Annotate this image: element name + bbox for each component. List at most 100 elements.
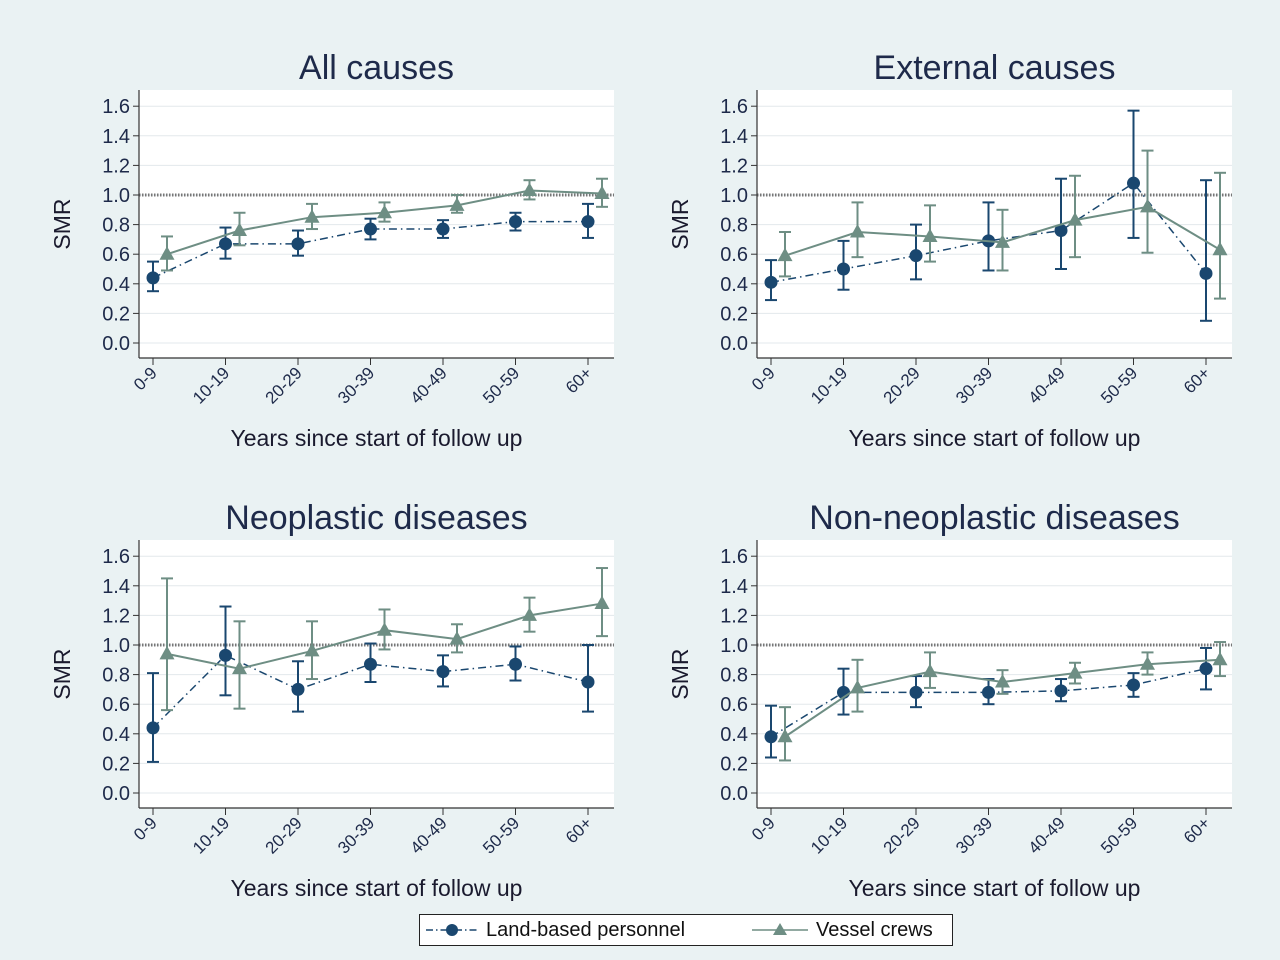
data-point xyxy=(922,663,938,678)
data-point xyxy=(436,665,450,679)
data-point xyxy=(522,182,537,197)
legend-vessel-label: Vessel crews xyxy=(816,918,933,941)
data-point xyxy=(1199,662,1213,676)
data-point xyxy=(509,657,522,671)
series-vessel-crews xyxy=(777,149,1228,300)
x-tick-label: 0-9 xyxy=(130,363,161,394)
data-point xyxy=(764,275,778,289)
series-vessel-crews xyxy=(159,567,610,712)
x-axis-label: Years since start of follow up xyxy=(849,875,1141,901)
data-point xyxy=(304,209,320,223)
y-axis-label: SMR xyxy=(667,648,693,699)
x-tick-label: 30-39 xyxy=(334,363,378,407)
panel-title: Non-neoplastic diseases xyxy=(809,499,1179,537)
data-point xyxy=(364,657,377,671)
x-tick-label: 50-59 xyxy=(479,363,523,407)
data-point xyxy=(219,648,232,662)
y-tick-label: 0.6 xyxy=(102,694,130,716)
y-tick-label: 0.4 xyxy=(720,724,748,746)
y-tick-label: 1.0 xyxy=(720,635,748,657)
panel-4: 0.0 0.2 0.4 0.6 0.8 1.0 1.2 1.4 1.6 0-9 10-19 20-29… xyxy=(667,499,1232,901)
x-tick-label: 40-49 xyxy=(407,363,451,407)
data-point xyxy=(377,622,392,636)
data-point xyxy=(232,660,247,675)
y-axis-label: SMR xyxy=(667,198,693,249)
y-tick-label: 0.0 xyxy=(720,333,748,355)
y-tick-label: 0.2 xyxy=(102,303,130,325)
data-point xyxy=(377,204,392,219)
data-point xyxy=(1140,198,1155,213)
series-land-based xyxy=(764,109,1213,322)
series-land-based xyxy=(764,646,1213,759)
y-tick-label: 1.6 xyxy=(102,96,130,118)
legend: Land-based personnel Vessel crews xyxy=(419,914,953,946)
x-tick-label: 60+ xyxy=(562,363,596,397)
x-tick-label: 60+ xyxy=(1180,363,1214,397)
data-point xyxy=(449,631,465,645)
y-tick-label: 1.2 xyxy=(720,155,748,177)
x-tick-label: 40-49 xyxy=(1025,813,1069,857)
x-tick-label: 0-9 xyxy=(130,813,161,844)
y-tick-label: 0.0 xyxy=(720,783,748,805)
legend-vessel-symbol-icon xyxy=(752,923,808,935)
y-tick-label: 1.6 xyxy=(102,546,130,568)
y-tick-label: 0.4 xyxy=(102,274,130,296)
x-tick-label: 0-9 xyxy=(748,363,779,394)
data-point xyxy=(1199,266,1213,280)
x-tick-label: 30-39 xyxy=(952,363,996,407)
data-point xyxy=(364,222,377,236)
data-point xyxy=(159,645,175,660)
data-point xyxy=(291,682,305,696)
y-tick-label: 1.0 xyxy=(720,185,748,207)
x-tick-label: 10-19 xyxy=(189,363,233,407)
panel-1: 0.0 0.2 0.4 0.6 0.8 1.0 1.2 1.4 1.6 0-9 10-19 20-29… xyxy=(49,49,614,451)
x-tick-label: 50-59 xyxy=(479,813,523,857)
data-point xyxy=(594,185,610,200)
data-point xyxy=(777,728,793,743)
x-tick-label: 60+ xyxy=(1180,813,1214,847)
data-point xyxy=(1067,212,1083,226)
data-point xyxy=(581,675,595,689)
y-tick-label: 0.6 xyxy=(720,694,748,716)
data-point xyxy=(581,215,595,229)
data-point xyxy=(219,237,232,251)
y-tick-label: 1.2 xyxy=(720,605,748,627)
y-tick-label: 1.6 xyxy=(720,546,748,568)
x-axis-label: Years since start of follow up xyxy=(849,425,1141,451)
y-tick-label: 0.2 xyxy=(720,753,748,775)
data-point xyxy=(982,685,995,699)
y-tick-label: 1.0 xyxy=(102,185,130,207)
data-point xyxy=(1127,678,1140,692)
data-point xyxy=(850,224,865,238)
plot-area xyxy=(757,540,1232,808)
legend-item-vessel: Vessel crews xyxy=(750,915,933,945)
data-point xyxy=(1054,224,1068,238)
x-tick-label: 60+ xyxy=(562,813,596,847)
legend-land-symbol-icon xyxy=(426,924,478,936)
data-point xyxy=(146,271,160,285)
data-point xyxy=(232,222,247,237)
panel-title: Neoplastic diseases xyxy=(225,499,527,537)
y-tick-label: 1.4 xyxy=(102,126,130,148)
panel-title: All causes xyxy=(299,49,454,87)
x-tick-label: 20-29 xyxy=(880,813,924,857)
x-tick-label: 50-59 xyxy=(1097,813,1141,857)
y-tick-label: 0.4 xyxy=(720,274,748,296)
data-point xyxy=(1212,651,1228,666)
y-tick-label: 0.6 xyxy=(720,244,748,266)
panel-2: 0.0 0.2 0.4 0.6 0.8 1.0 1.2 1.4 1.6 0-9 10-19 20-29… xyxy=(667,49,1232,451)
y-tick-label: 1.4 xyxy=(720,576,748,598)
y-tick-label: 0.0 xyxy=(102,783,130,805)
legend-item-land: Land-based personnel xyxy=(424,915,685,945)
y-tick-label: 0.6 xyxy=(102,244,130,266)
data-point xyxy=(159,246,175,260)
panel-title: External causes xyxy=(874,49,1116,87)
data-point xyxy=(304,642,320,657)
data-point xyxy=(777,247,793,262)
x-tick-label: 10-19 xyxy=(189,813,233,857)
data-point xyxy=(850,679,865,694)
data-point xyxy=(1140,656,1155,670)
plot-area xyxy=(139,540,614,808)
data-point xyxy=(522,607,537,621)
y-tick-label: 1.2 xyxy=(102,155,130,177)
